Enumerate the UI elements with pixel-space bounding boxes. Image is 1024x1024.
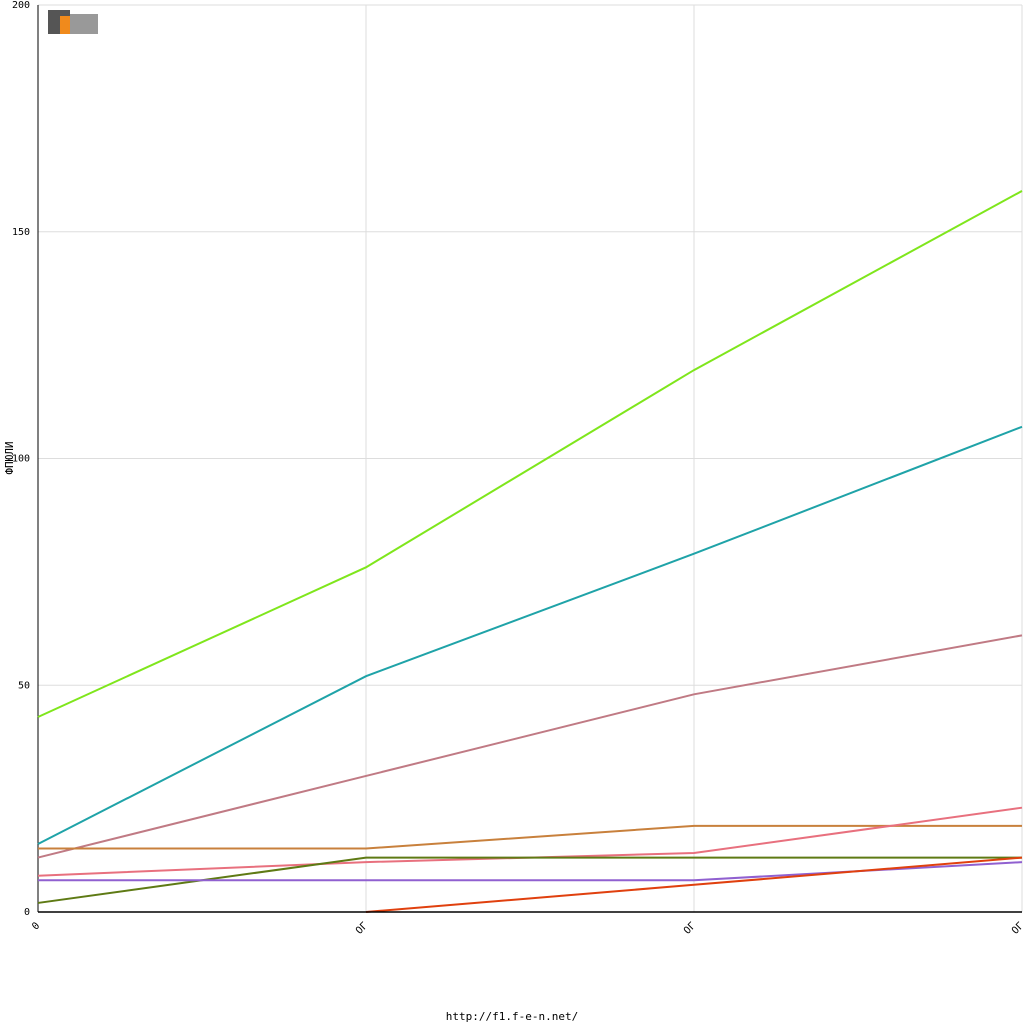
x-tick-label: ОГ — [682, 920, 698, 936]
series-line — [365, 856, 1023, 913]
x-tick-label: ОГ — [1010, 920, 1024, 936]
logo — [48, 10, 98, 34]
series-line — [38, 861, 1023, 882]
series-line — [37, 425, 1023, 845]
footer: http://f1.f-e-n.net/ — [446, 1010, 578, 1023]
series-line — [38, 824, 1022, 850]
x-tick-label: 0 — [30, 920, 42, 932]
y-axis-label: ФПЮЛИ — [3, 441, 16, 474]
series-line — [37, 634, 1023, 859]
series-line — [37, 190, 1023, 718]
y-tick-label: 200 — [12, 0, 30, 11]
series-line — [37, 806, 1023, 877]
x-tick-label: ОГ — [354, 920, 370, 936]
y-tick-label: 50 — [18, 680, 30, 691]
y-tick-label: 0 — [24, 907, 30, 918]
y-tick-label: 100 — [12, 454, 30, 465]
y-tick-label: 150 — [12, 227, 30, 238]
